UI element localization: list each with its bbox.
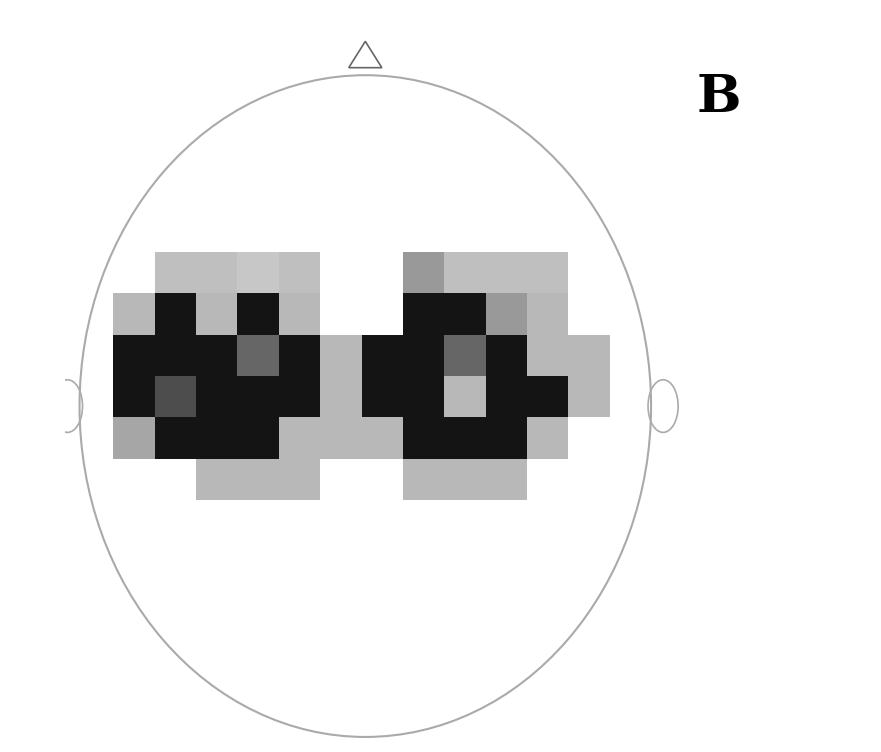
Bar bbox=[444, 417, 485, 459]
Bar bbox=[278, 335, 320, 376]
Bar bbox=[278, 252, 320, 293]
Ellipse shape bbox=[79, 75, 651, 737]
Bar bbox=[444, 252, 485, 293]
Bar bbox=[155, 293, 196, 335]
Bar bbox=[403, 252, 444, 293]
Bar bbox=[403, 376, 444, 417]
Bar bbox=[485, 459, 527, 500]
Bar bbox=[527, 376, 568, 417]
Bar bbox=[114, 335, 155, 376]
Bar bbox=[278, 459, 320, 500]
Bar bbox=[196, 376, 238, 417]
Bar bbox=[196, 293, 238, 335]
Bar bbox=[403, 417, 444, 459]
Bar bbox=[485, 376, 527, 417]
Bar bbox=[320, 335, 361, 376]
Bar bbox=[527, 293, 568, 335]
Bar bbox=[403, 335, 444, 376]
Bar bbox=[238, 417, 278, 459]
Bar bbox=[155, 376, 196, 417]
Bar bbox=[238, 459, 278, 500]
Bar bbox=[278, 417, 320, 459]
Bar bbox=[196, 252, 238, 293]
Bar bbox=[444, 293, 485, 335]
Bar bbox=[485, 417, 527, 459]
Bar bbox=[114, 417, 155, 459]
Bar bbox=[238, 376, 278, 417]
Bar bbox=[403, 459, 444, 500]
Bar bbox=[155, 252, 196, 293]
Bar bbox=[444, 335, 485, 376]
Bar bbox=[444, 459, 485, 500]
Bar bbox=[568, 335, 610, 376]
Bar bbox=[114, 293, 155, 335]
Bar bbox=[403, 293, 444, 335]
Bar bbox=[196, 417, 238, 459]
Bar bbox=[444, 376, 485, 417]
Bar bbox=[320, 376, 361, 417]
Bar bbox=[361, 417, 403, 459]
Bar bbox=[278, 293, 320, 335]
Bar bbox=[320, 417, 361, 459]
Bar bbox=[361, 335, 403, 376]
Bar bbox=[238, 293, 278, 335]
Bar bbox=[485, 252, 527, 293]
Bar bbox=[238, 335, 278, 376]
Bar bbox=[155, 417, 196, 459]
Text: B: B bbox=[697, 72, 741, 123]
Bar bbox=[568, 376, 610, 417]
Bar bbox=[196, 335, 238, 376]
Bar bbox=[196, 459, 238, 500]
Bar bbox=[527, 417, 568, 459]
Bar bbox=[238, 252, 278, 293]
Bar bbox=[527, 252, 568, 293]
Bar bbox=[278, 376, 320, 417]
Bar bbox=[155, 335, 196, 376]
Bar bbox=[485, 335, 527, 376]
Bar bbox=[114, 376, 155, 417]
Bar bbox=[485, 293, 527, 335]
Bar bbox=[527, 335, 568, 376]
Bar bbox=[361, 376, 403, 417]
